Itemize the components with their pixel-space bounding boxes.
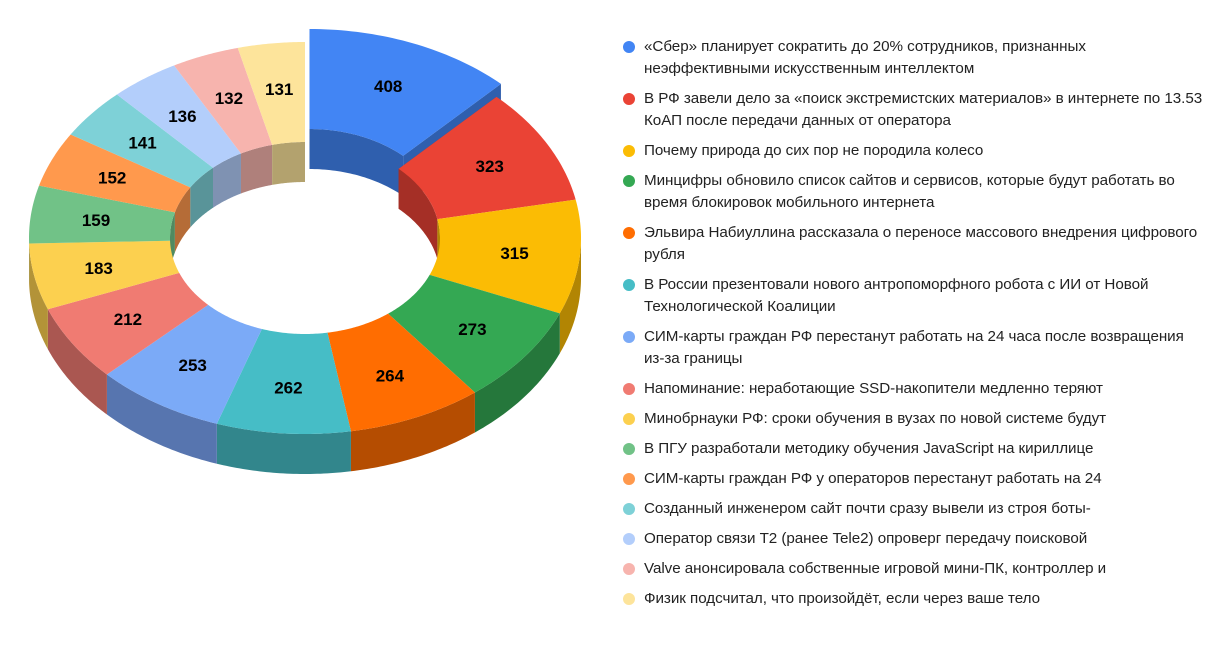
legend-color-dot-icon [623,593,635,605]
legend-label: Эльвира Набиуллина рассказала о переносе… [644,224,1198,263]
legend-item[interactable]: Valve анонсировала собственные игровой м… [623,558,1203,580]
legend-color-dot-icon [623,413,635,425]
slice-value-label: 131 [265,80,293,99]
slice-outer-wall [47,309,107,415]
slice-outer-wall [559,238,581,354]
legend-color-dot-icon [623,443,635,455]
slice-inner-wall [213,153,241,208]
donut-slice[interactable] [116,65,241,168]
legend-item[interactable]: Созданный инженером сайт почти сразу выв… [623,498,1203,520]
legend-item[interactable]: Эльвира Набиуллина рассказала о переносе… [623,222,1203,266]
legend-color-dot-icon [623,331,635,343]
legend-color-dot-icon [623,41,635,53]
legend-label: В РФ завели дело за «поиск экстремистски… [644,90,1203,129]
legend-item[interactable]: В ПГУ разработали методику обучения Java… [623,438,1203,460]
legend-label: Почему природа до сих пор не породила ко… [644,142,984,159]
donut-slice[interactable] [174,47,273,154]
slice-outer-wall [350,392,475,472]
legend-item[interactable]: Почему природа до сих пор не породила ко… [623,140,1203,162]
slice-value-label: 323 [476,157,504,176]
donut-slice[interactable] [106,304,262,424]
slice-inner-wall [190,167,214,228]
donut-slice[interactable] [237,42,305,145]
legend-label: В России презентовали нового антропоморф… [644,276,1149,315]
donut-slice[interactable] [29,240,180,310]
legend-label: В ПГУ разработали методику обучения Java… [644,440,1094,457]
slice-inner-wall [240,144,273,194]
slice-value-label: 408 [374,77,402,96]
slice-value-label: 315 [500,244,528,263]
donut-slice[interactable] [327,313,475,432]
slice-outer-wall [216,423,351,474]
slice-outer-wall [29,243,48,350]
donut-slice[interactable] [216,328,351,434]
legend-color-dot-icon [623,145,635,157]
legend-label: СИМ-карты граждан РФ у операторов перест… [644,470,1102,487]
slice-value-label: 183 [85,259,113,278]
slice-inner-wall [272,142,305,185]
legend-item[interactable]: СИМ-карты граждан РФ у операторов перест… [623,468,1203,490]
donut-top-faces [29,29,581,434]
legend-color-dot-icon [623,383,635,395]
slice-inner-wall [174,187,191,253]
legend-label: Созданный инженером сайт почти сразу выв… [644,500,1091,517]
legend-color-dot-icon [623,533,635,545]
slice-value-label: 132 [215,89,243,108]
legend-item[interactable]: Минцифры обновило список сайтов и сервис… [623,170,1203,214]
slice-value-label: 262 [274,379,302,398]
donut-slice[interactable] [398,96,576,220]
slice-value-label: 212 [114,310,142,329]
legend-label: Напоминание: неработающие SSD-накопители… [644,380,1103,397]
chart-legend: «Сбер» планирует сократить до 20% сотруд… [623,36,1203,618]
legend-item[interactable]: Напоминание: неработающие SSD-накопители… [623,378,1203,400]
donut-slice[interactable] [388,274,560,393]
legend-item[interactable]: Физик подсчитал, что произойдёт, если че… [623,588,1203,610]
slice-value-label: 159 [82,211,110,230]
slice-outer-wall [474,313,560,433]
slice-inner-wall [309,129,404,196]
donut-slice[interactable] [429,199,581,314]
legend-color-dot-icon [623,175,635,187]
legend-item[interactable]: Минобрнауки РФ: сроки обучения в вузах п… [623,408,1203,430]
slice-outer-wall [106,374,217,464]
legend-item[interactable]: В РФ завели дело за «поиск экстремистски… [623,88,1203,132]
legend-color-dot-icon [623,563,635,575]
slice-value-label: 136 [168,107,196,126]
slice-value-label: 152 [98,169,126,188]
legend-label: Оператор связи T2 (ранее Tele2) опроверг… [644,530,1088,547]
donut-slice[interactable] [70,94,214,188]
legend-label: «Сбер» планирует сократить до 20% сотруд… [644,38,1086,77]
legend-label: Valve анонсировала собственные игровой м… [644,560,1107,577]
legend-color-dot-icon [623,227,635,239]
legend-item[interactable]: «Сбер» планирует сократить до 20% сотруд… [623,36,1203,80]
legend-item[interactable]: Оператор связи T2 (ранее Tele2) опроверг… [623,528,1203,550]
slice-value-label: 273 [458,320,486,339]
legend-color-dot-icon [623,473,635,485]
donut-slice[interactable] [309,29,501,156]
slice-value-label: 264 [376,366,405,385]
legend-label: СИМ-карты граждан РФ перестанут работать… [644,328,1184,367]
donut-chart: 408 323 315 273 264 262 253 212 183 159 152 141 136 1… [0,0,600,665]
donut-slice[interactable] [47,272,209,375]
donut-slice[interactable] [39,134,191,213]
slice-value-label: 253 [179,356,207,375]
legend-color-dot-icon [623,503,635,515]
slice-value-label: 141 [128,134,156,153]
legend-color-dot-icon [623,93,635,105]
legend-color-dot-icon [623,279,635,291]
legend-item[interactable]: СИМ-карты граждан РФ перестанут работать… [623,326,1203,370]
legend-label: Физик подсчитал, что произойдёт, если че… [644,590,1041,607]
legend-item[interactable]: В России презентовали нового антропоморф… [623,274,1203,318]
legend-label: Минцифры обновило список сайтов и сервис… [644,172,1175,211]
donut-slice[interactable] [29,185,175,244]
legend-label: Минобрнауки РФ: сроки обучения в вузах п… [644,410,1107,427]
